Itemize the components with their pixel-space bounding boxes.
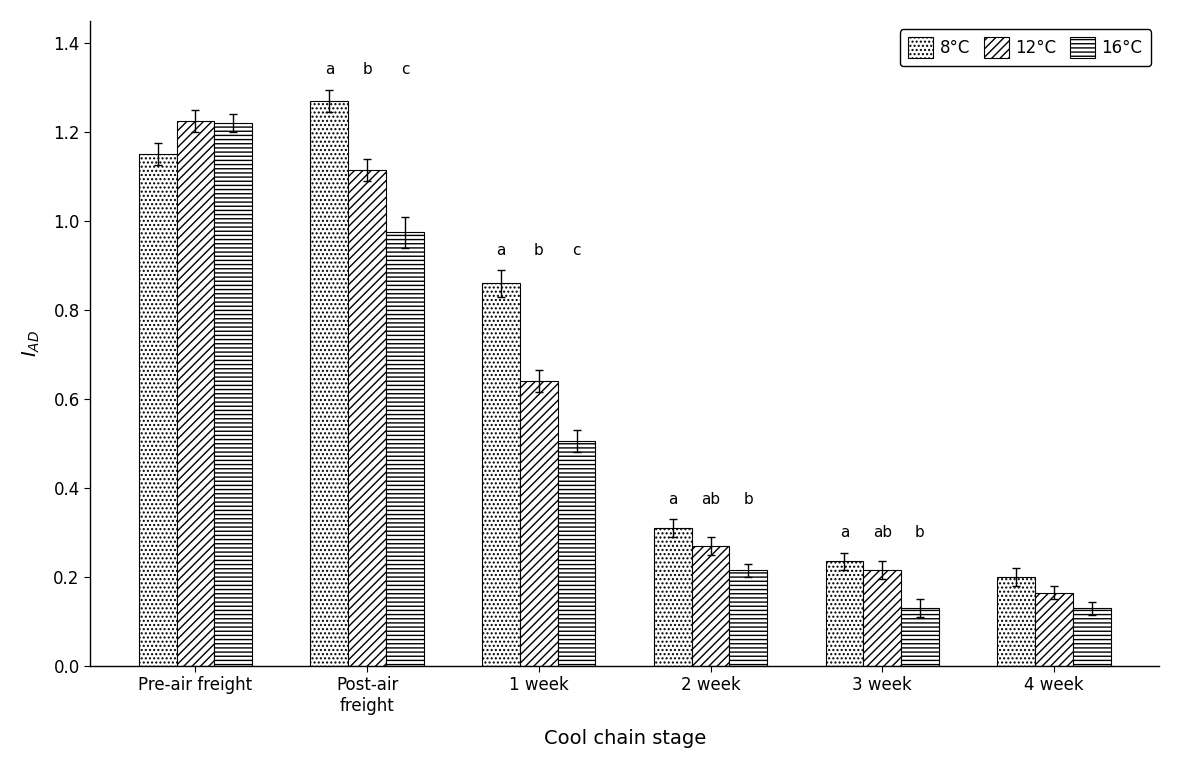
X-axis label: Cool chain stage: Cool chain stage [544, 729, 706, 748]
Bar [1073, 608, 1110, 666]
Text: a: a [668, 491, 677, 507]
Bar [310, 101, 348, 666]
Bar [483, 283, 520, 666]
Text: b: b [743, 491, 753, 507]
Text: b: b [362, 62, 372, 78]
Text: a: a [840, 525, 850, 540]
Text: ab: ab [701, 491, 720, 507]
Bar [1035, 593, 1073, 666]
Bar [902, 608, 939, 666]
Bar [348, 170, 386, 666]
Bar [177, 121, 215, 666]
Y-axis label: I$_{AD}$: I$_{AD}$ [21, 330, 42, 357]
Text: ab: ab [873, 525, 892, 540]
Bar [215, 123, 253, 666]
Text: a: a [324, 62, 334, 78]
Text: b: b [916, 525, 925, 540]
Bar [691, 546, 729, 666]
Bar [826, 561, 864, 666]
Text: c: c [401, 62, 409, 78]
Bar [654, 528, 691, 666]
Bar [139, 155, 177, 666]
Bar [386, 232, 424, 666]
Bar [864, 571, 902, 666]
Bar [729, 571, 767, 666]
Bar [520, 381, 558, 666]
Bar [558, 441, 596, 666]
Bar [997, 577, 1035, 666]
Text: c: c [572, 242, 581, 258]
Text: b: b [533, 242, 544, 258]
Legend: 8°C, 12°C, 16°C: 8°C, 12°C, 16°C [900, 29, 1150, 66]
Text: a: a [497, 242, 506, 258]
